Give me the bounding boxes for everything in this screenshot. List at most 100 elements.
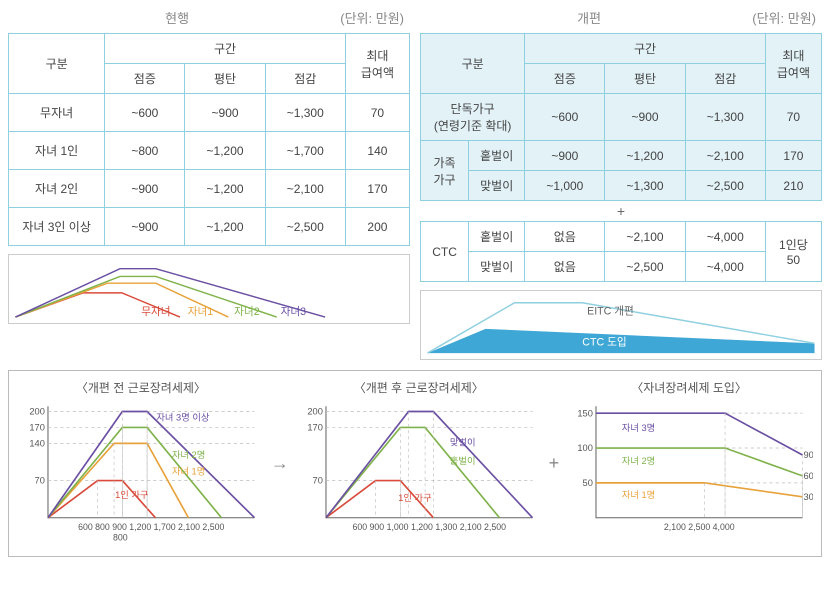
th-dec: 점감 bbox=[265, 64, 345, 94]
th-max: 최대 급여액 bbox=[345, 34, 409, 94]
svg-text:자녀 2명: 자녀 2명 bbox=[172, 450, 205, 460]
plus-icon: + bbox=[549, 379, 560, 548]
svg-text:자녀2: 자녀2 bbox=[234, 306, 260, 318]
cell: ~2,500 bbox=[685, 171, 765, 201]
cell: ~1,300 bbox=[265, 94, 345, 132]
chart-title: 〈자녀장려세제 도입〉 bbox=[565, 379, 813, 396]
cell: ~2,500 bbox=[265, 208, 345, 246]
th-flat: 평탄 bbox=[185, 64, 265, 94]
chart-title: 〈개편 후 근로장려세제〉 bbox=[295, 379, 543, 396]
th-inc: 점증 bbox=[105, 64, 185, 94]
unit-label: (단위: 만원) bbox=[752, 8, 816, 27]
bottom-section: 〈개편 전 근로장려세제〉 70 140 170 200 1인 가구 자녀 1명 자녀 2명… bbox=[8, 370, 822, 557]
cell: ~4,000 bbox=[685, 252, 765, 282]
cell: ~900 bbox=[525, 141, 605, 171]
svg-text:자녀 3명: 자녀 3명 bbox=[622, 423, 655, 433]
chart-after: 〈개편 후 근로장려세제〉 701702001인 가구홑벌이맞벌이600 900… bbox=[295, 379, 543, 548]
svg-text:170: 170 bbox=[29, 423, 44, 433]
cell: ~900 bbox=[105, 170, 185, 208]
svg-text:70: 70 bbox=[312, 476, 322, 486]
plus-row: + bbox=[421, 201, 822, 222]
chart-title: 〈개편 전 근로장려세제〉 bbox=[17, 379, 265, 396]
row-ctc-single: CTC 홑벌이 없음 ~2,100 ~4,000 1인당 50 bbox=[421, 222, 822, 252]
plus-symbol: + bbox=[421, 201, 822, 222]
svg-text:홑벌이: 홑벌이 bbox=[450, 455, 476, 466]
cell: 70 bbox=[345, 94, 409, 132]
svg-text:CTC 도입: CTC 도입 bbox=[582, 335, 626, 348]
cell: 170 bbox=[765, 141, 821, 171]
cell: ~600 bbox=[525, 94, 605, 141]
svg-text:600 900 1,000 1,200 1,300: 600 900 1,000 1,200 1,300 2,100 2,500 bbox=[352, 522, 506, 532]
cell: 210 bbox=[765, 171, 821, 201]
cell: 170 bbox=[345, 170, 409, 208]
cell: ~1,200 bbox=[185, 208, 265, 246]
cell: ~900 bbox=[185, 94, 265, 132]
right-column: 개편 (단위: 만원) 구분 구간 최대 급여액 점증 평탄 점감 단독가구 (… bbox=[420, 8, 822, 360]
cell: ~1,200 bbox=[605, 141, 685, 171]
left-header-row: 현행 (단위: 만원) bbox=[8, 8, 410, 33]
svg-text:150: 150 bbox=[578, 408, 594, 418]
svg-text:70: 70 bbox=[35, 476, 45, 486]
svg-text:90: 90 bbox=[804, 450, 813, 460]
cell: ~4,000 bbox=[685, 222, 765, 252]
cell: 200 bbox=[345, 208, 409, 246]
th-range: 구간 bbox=[105, 34, 346, 64]
cell: 홑벌이 bbox=[469, 141, 525, 171]
svg-text:200: 200 bbox=[307, 407, 323, 417]
chart-before: 〈개편 전 근로장려세제〉 70 140 170 200 1인 가구 자녀 1명 자녀 2명… bbox=[17, 379, 265, 548]
svg-text:200: 200 bbox=[29, 407, 44, 417]
cell: 홑벌이 bbox=[469, 222, 525, 252]
table-row: 자녀 2인~900~1,200~2,100170 bbox=[9, 170, 410, 208]
left-title: 현행 bbox=[14, 8, 340, 27]
cell: CTC bbox=[421, 222, 469, 282]
svg-text:50: 50 bbox=[583, 478, 593, 488]
svg-text:자녀 1명: 자녀 1명 bbox=[622, 490, 655, 500]
table-row: 자녀 1인~800~1,200~1,700140 bbox=[9, 132, 410, 170]
cell: ~1,200 bbox=[185, 170, 265, 208]
th-category: 구분 bbox=[421, 34, 525, 94]
row-ctc-dual: 맞벌이 없음 ~2,500 ~4,000 bbox=[421, 252, 822, 282]
right-table: 구분 구간 최대 급여액 점증 평탄 점감 단독가구 (연령기준 확대) ~60… bbox=[420, 33, 822, 282]
left-column: 현행 (단위: 만원) 구분 구간 최대 급여액 점증 평탄 점감 무자녀~60… bbox=[8, 8, 410, 360]
row-family-single: 가족 가구 홑벌이 ~900 ~1,200 ~2,100 170 bbox=[421, 141, 822, 171]
unit-label: (단위: 만원) bbox=[340, 8, 404, 27]
svg-text:1인 가구: 1인 가구 bbox=[398, 493, 432, 503]
cell: 무자녀 bbox=[9, 94, 105, 132]
svg-text:60: 60 bbox=[804, 471, 813, 481]
cell: 1인당 50 bbox=[765, 222, 821, 282]
chart-ctc: 〈자녀장려세제 도입〉 50100150자녀 1명자녀 2명자녀 3명30609… bbox=[565, 379, 813, 548]
right-header-row: 개편 (단위: 만원) bbox=[420, 8, 822, 33]
cell: ~2,100 bbox=[605, 222, 685, 252]
cell: 단독가구 (연령기준 확대) bbox=[421, 94, 525, 141]
svg-text:EITC 개편: EITC 개편 bbox=[587, 304, 634, 317]
cell: ~900 bbox=[605, 94, 685, 141]
cell: 없음 bbox=[525, 252, 605, 282]
cell: ~2,100 bbox=[265, 170, 345, 208]
svg-text:140: 140 bbox=[29, 438, 44, 448]
th-max: 최대 급여액 bbox=[765, 34, 821, 94]
cell: ~1,700 bbox=[265, 132, 345, 170]
svg-text:자녀 1명: 자녀 1명 bbox=[172, 466, 205, 476]
cell: ~600 bbox=[105, 94, 185, 132]
svg-text:1인 가구: 1인 가구 bbox=[115, 490, 149, 500]
right-mini-chart: EITC 개편 CTC 도입 bbox=[420, 290, 822, 360]
left-mini-chart: 무자녀자녀1자녀2자녀3 bbox=[8, 254, 410, 324]
svg-text:800: 800 bbox=[113, 532, 128, 542]
cell: 140 bbox=[345, 132, 409, 170]
cell: ~1,300 bbox=[605, 171, 685, 201]
cell: ~800 bbox=[105, 132, 185, 170]
cell: 70 bbox=[765, 94, 821, 141]
svg-text:자녀3: 자녀3 bbox=[281, 306, 307, 318]
cell: 자녀 3인 이상 bbox=[9, 208, 105, 246]
cell: 없음 bbox=[525, 222, 605, 252]
th-category: 구분 bbox=[9, 34, 105, 94]
svg-text:170: 170 bbox=[307, 423, 323, 433]
cell: 맞벌이 bbox=[469, 252, 525, 282]
arrow-icon: → bbox=[271, 379, 289, 548]
svg-text:600 800 900 1,200 1,700 2: 600 800 900 1,200 1,700 2,100 2,500 bbox=[78, 522, 224, 532]
row-family-dual: 맞벌이 ~1,000 ~1,300 ~2,500 210 bbox=[421, 171, 822, 201]
svg-text:자녀 3명 이상: 자녀 3명 이상 bbox=[156, 413, 209, 423]
cell: 맞벌이 bbox=[469, 171, 525, 201]
th-inc: 점증 bbox=[525, 64, 605, 94]
cell: ~900 bbox=[105, 208, 185, 246]
